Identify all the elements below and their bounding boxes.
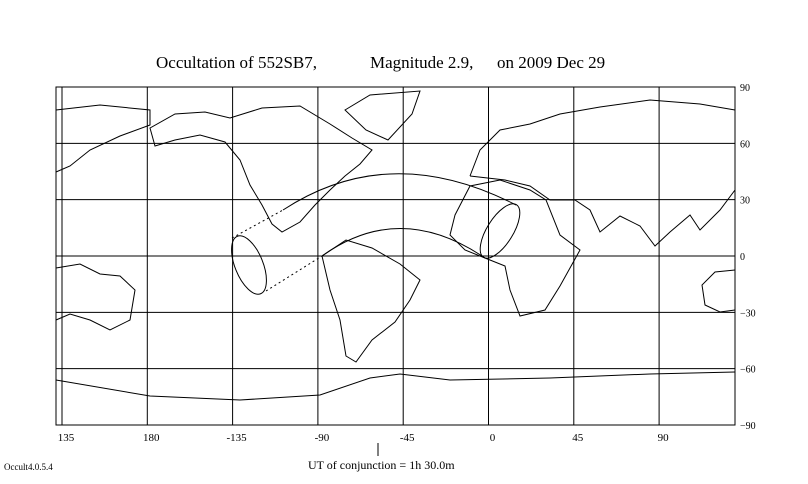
coastlines — [55, 90, 736, 401]
path-south-limit — [321, 228, 486, 259]
latitude-label: 0 — [740, 252, 745, 263]
occultation-path — [231, 173, 521, 295]
antarctica — [55, 371, 736, 401]
south-america — [321, 239, 421, 363]
australia — [55, 263, 136, 331]
latitude-label: −90 — [740, 421, 756, 432]
latitude-label: 60 — [740, 139, 750, 150]
title-part: Magnitude 2.9, — [370, 53, 473, 72]
longitude-label: 90 — [658, 432, 670, 444]
longitude-label: -90 — [315, 432, 330, 444]
path-north-limit — [282, 173, 517, 211]
longitude-label: 180 — [143, 432, 160, 444]
graticule — [56, 87, 735, 425]
east-asia — [55, 104, 151, 173]
title-part: on 2009 Dec 29 — [497, 53, 605, 72]
africa — [449, 179, 581, 317]
longitude-label: 0 — [490, 432, 496, 444]
shadow-ellipse — [231, 235, 267, 295]
latitude-label: 30 — [740, 196, 750, 207]
longitude-label: 45 — [572, 432, 584, 444]
title: Occultation of 552SB7, Magnitude 2.9, on… — [156, 53, 605, 72]
latitude-label: −30 — [740, 308, 756, 319]
latitude-label: −60 — [740, 365, 756, 376]
longitude-label: -135 — [227, 432, 248, 444]
conjunction-time: UT of conjunction = 1h 30.0m — [308, 458, 455, 472]
longitude-label: 135 — [58, 432, 75, 444]
latitude-label: 90 — [740, 83, 750, 94]
path-extension — [231, 209, 323, 292]
north-america — [149, 105, 373, 233]
australia-west — [701, 269, 736, 313]
eurasia — [469, 99, 736, 247]
version: Occult4.0.5.4 — [4, 462, 53, 472]
title-part: Occultation of 552SB7, — [156, 53, 317, 72]
greenland — [344, 90, 421, 141]
shadow-ellipse — [479, 203, 521, 259]
longitude-label: -45 — [400, 432, 415, 444]
